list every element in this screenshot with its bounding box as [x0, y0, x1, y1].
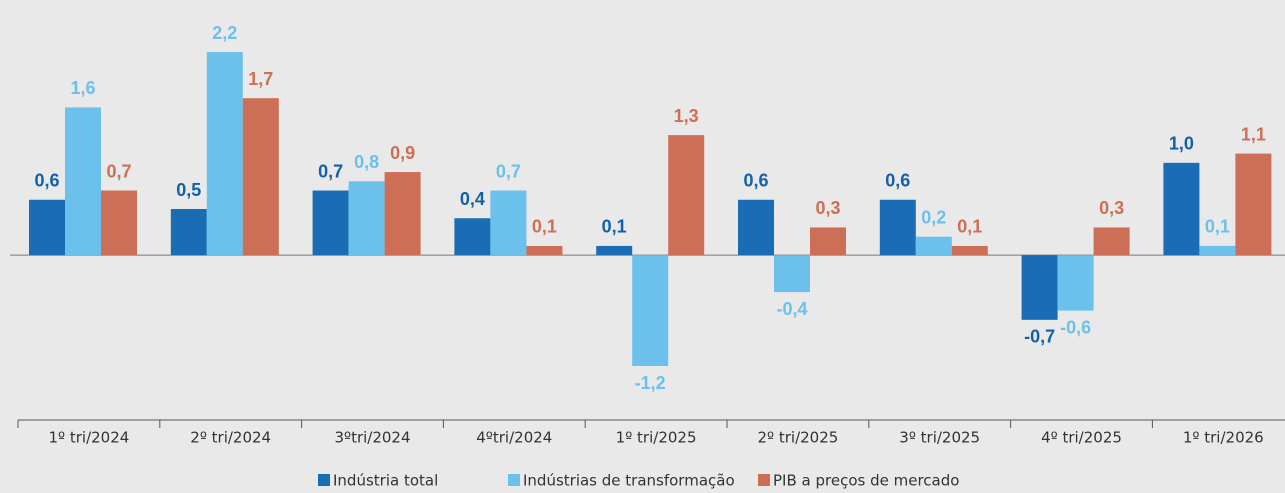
bar: [915, 236, 952, 256]
bar: [242, 98, 279, 256]
bar: [738, 199, 774, 256]
bar: [668, 135, 705, 256]
legend-swatch: [508, 474, 520, 486]
value-label: -0,7: [1024, 327, 1055, 347]
value-label: 0,1: [957, 217, 982, 237]
bar: [526, 245, 563, 256]
value-label: 0,1: [602, 217, 627, 237]
x-tick-label: 4º tri/2025: [1041, 429, 1122, 447]
x-tick-label: 2º tri/2024: [190, 429, 271, 447]
x-tick-label: 1º tri/2024: [48, 429, 129, 447]
x-tick-label: 1º tri/2026: [1183, 429, 1264, 447]
bar: [348, 181, 385, 256]
bar: [490, 190, 527, 256]
value-label: 0,2: [921, 207, 946, 227]
bar: [101, 190, 137, 256]
bar: [596, 245, 633, 256]
legend-label: Indústrias de transformação: [523, 472, 735, 490]
bar: [170, 209, 207, 256]
value-label: 0,3: [1099, 198, 1124, 218]
value-label: 1,7: [248, 69, 273, 89]
legend-label: Indústria total: [333, 472, 438, 490]
value-label: 0,7: [106, 161, 131, 181]
value-label: 0,1: [532, 217, 557, 237]
value-label: 0,5: [176, 180, 201, 200]
bar: [1199, 245, 1236, 256]
x-tick-label: 4ºtri/2024: [476, 429, 552, 447]
value-label: -0,6: [1060, 317, 1091, 337]
value-label: 0,3: [815, 198, 840, 218]
value-label: 2,2: [212, 23, 237, 43]
value-label: 0,1: [1205, 217, 1230, 237]
bar: [1163, 162, 1200, 256]
value-label: 0,6: [34, 171, 59, 191]
x-tick-label: 3ºtri/2024: [334, 429, 410, 447]
value-label: -1,2: [635, 373, 666, 393]
legend-swatch: [318, 474, 330, 486]
value-label: 0,8: [354, 152, 379, 172]
value-label: 1,6: [70, 78, 95, 98]
bar: [632, 255, 669, 366]
value-label: 0,7: [496, 161, 521, 181]
bar: [810, 227, 846, 256]
x-tick-label: 2º tri/2025: [757, 429, 838, 447]
value-label: 0,6: [885, 171, 910, 191]
bar: [1057, 255, 1094, 311]
bar: [384, 172, 421, 256]
bar: [65, 107, 101, 256]
x-tick-label: 3º tri/2025: [899, 429, 980, 447]
bar: [879, 199, 916, 256]
bar: [1235, 153, 1272, 256]
value-label: 1,3: [674, 106, 699, 126]
value-label: 1,0: [1169, 134, 1194, 154]
bar: [951, 245, 988, 256]
bar: [29, 199, 65, 256]
value-label: 0,4: [460, 189, 485, 209]
bar: [774, 255, 810, 293]
bar: [312, 190, 349, 256]
value-label: 0,6: [743, 171, 768, 191]
legend-label: PIB a preços de mercado: [773, 472, 959, 490]
value-label: 1,1: [1241, 124, 1266, 144]
bar: [454, 218, 491, 256]
bar: [1021, 255, 1058, 320]
value-label: -0,4: [776, 299, 807, 319]
bar: [1093, 227, 1130, 256]
bar: [206, 52, 243, 256]
x-tick-label: 1º tri/2025: [616, 429, 697, 447]
value-label: 0,7: [318, 161, 343, 181]
legend-swatch: [758, 474, 770, 486]
value-label: 0,9: [390, 143, 415, 163]
